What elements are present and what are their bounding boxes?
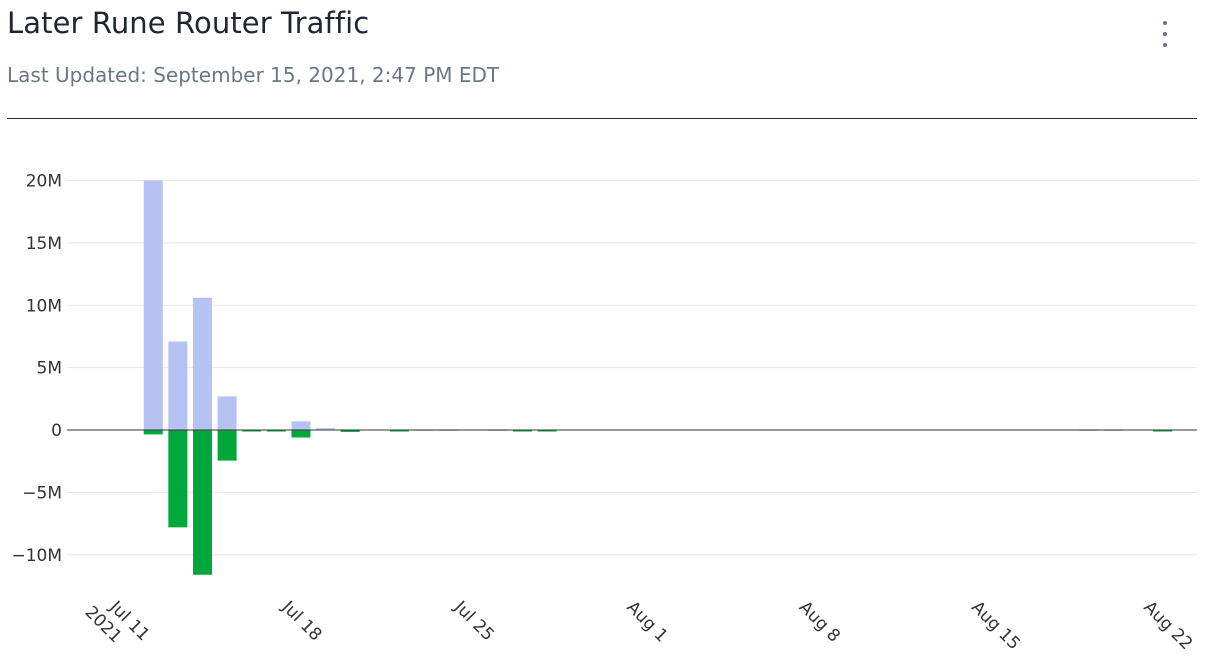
bar-inbound (217, 396, 237, 431)
bar-inbound (291, 421, 311, 431)
y-tick-label: 10M (26, 296, 62, 316)
y-tick-label: 20M (26, 171, 62, 191)
y-tick-label: −10M (11, 546, 62, 566)
bar-outbound (143, 430, 163, 435)
y-axis-ticks: 20M 15M 10M 5M 0 −5M −10M (11, 171, 62, 565)
bar-outbound (168, 430, 188, 528)
bar-outbound (192, 430, 212, 575)
x-tick-label: Jul 25 (449, 597, 497, 645)
header-divider (7, 118, 1197, 119)
x-tick-label: Jul 18 (277, 597, 325, 645)
bar-outbound (217, 430, 237, 461)
x-tick-label: Aug 1 (622, 597, 671, 646)
bar-outbound (242, 430, 262, 432)
y-tick-label: 5M (37, 359, 62, 379)
bar-outbound (1153, 430, 1173, 432)
bar-outbound (537, 430, 557, 432)
grid-lines (67, 179, 1197, 556)
bar-inbound (143, 180, 163, 431)
y-tick-label: 15M (26, 234, 62, 254)
page-title: Later Rune Router Traffic (7, 6, 370, 40)
x-axis-ticks: Jul 112021 Jul 18 Jul 25 Aug 1 Aug 8 Aug 15 Au… (81, 587, 1197, 660)
bar-outbound (266, 430, 286, 432)
bar-inbound (316, 428, 336, 431)
bar-inbound (192, 297, 212, 431)
bar-outbound (513, 430, 533, 432)
bar-outbound (340, 430, 360, 432)
more-vertical-icon[interactable] (1150, 16, 1180, 52)
bar-outbound (291, 430, 311, 438)
x-tick-label: Jul 112021 (81, 587, 154, 660)
bar-outbound (389, 430, 409, 432)
y-tick-label: −5M (22, 483, 62, 503)
last-updated-text: Last Updated: September 15, 2021, 2:47 P… (7, 63, 500, 87)
x-tick-label: Aug 22 (1140, 597, 1197, 654)
x-tick-label: Aug 8 (795, 597, 844, 646)
y-tick-label: 0 (51, 421, 62, 441)
bar-inbound (168, 341, 188, 431)
x-tick-label: Aug 15 (967, 597, 1024, 654)
bars (143, 180, 1173, 575)
